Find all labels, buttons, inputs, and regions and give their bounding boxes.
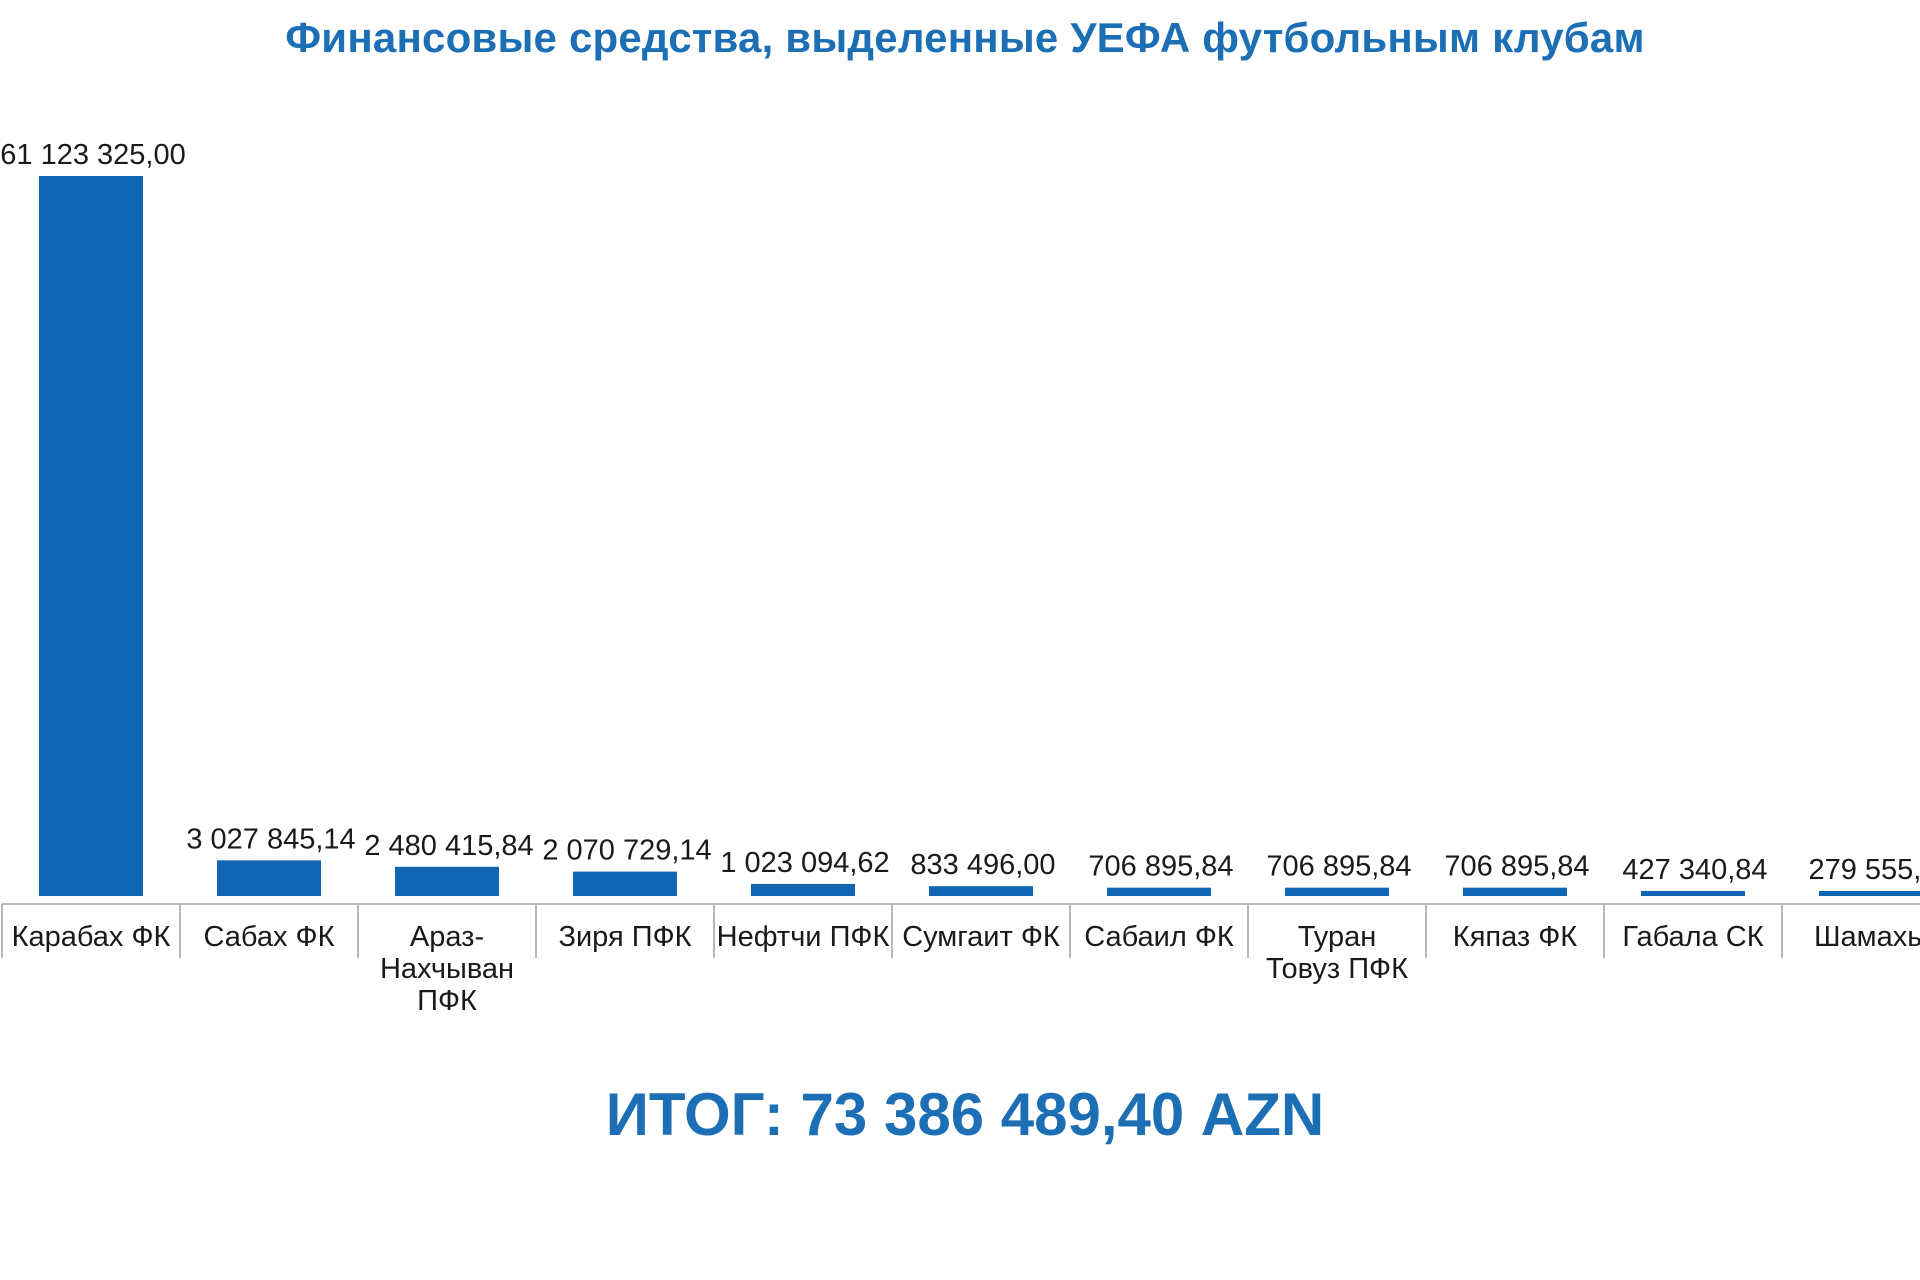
- category-label: Нефтчи ПФК: [717, 921, 890, 953]
- bars-group: [39, 176, 1920, 896]
- category-label: Шамахы: [1814, 921, 1920, 953]
- value-label: 3 027 845,14: [186, 823, 355, 855]
- category-label: Нахчыван: [380, 953, 514, 985]
- category-label: Товуз ПФК: [1266, 953, 1408, 985]
- bar: [1463, 887, 1567, 896]
- bar: [395, 866, 499, 896]
- category-label: Габала СК: [1622, 921, 1763, 953]
- category-label: Туран: [1298, 921, 1377, 953]
- category-label: Араз-: [410, 921, 484, 953]
- category-label: ПФК: [417, 985, 477, 1017]
- value-label: 1 023 094,62: [720, 847, 889, 879]
- category-label: Сабах ФК: [204, 921, 335, 953]
- value-label: 706 895,84: [1266, 851, 1411, 883]
- bar: [573, 871, 677, 896]
- value-label: 706 895,84: [1444, 851, 1589, 883]
- total-text: ИТОГ: 73 386 489,40 AZN: [605, 1081, 1325, 1148]
- bar: [39, 176, 143, 896]
- category-label: Кяпаз ФК: [1453, 921, 1578, 953]
- category-label: Карабах ФК: [12, 921, 171, 953]
- category-label: Сабаил ФК: [1084, 921, 1234, 953]
- value-label: 279 555,3: [1808, 854, 1920, 886]
- value-label: 833 496,00: [910, 849, 1055, 881]
- bar: [751, 883, 855, 896]
- bar: [1641, 890, 1745, 896]
- value-label: 61 123 325,00: [0, 139, 185, 171]
- chart-title: Финансовые средства, выделенные УЕФА фут…: [285, 14, 1645, 61]
- bar: [1107, 887, 1211, 896]
- category-axis: [1, 903, 1920, 958]
- bar: [1819, 891, 1920, 896]
- category-label: Сумгаит ФК: [902, 921, 1060, 953]
- value-label: 2 480 415,84: [364, 830, 533, 862]
- value-label: 706 895,84: [1088, 851, 1233, 883]
- bar: [1285, 887, 1389, 896]
- category-label: Зиря ПФК: [558, 921, 691, 953]
- labels-group: 61 123 325,00 Карабах ФК 3 027 845,14 Сабах…: [0, 139, 1920, 1017]
- value-label: 2 070 729,14: [542, 835, 711, 867]
- bar: [929, 886, 1033, 896]
- bar: [217, 860, 321, 896]
- value-label: 427 340,84: [1622, 854, 1767, 886]
